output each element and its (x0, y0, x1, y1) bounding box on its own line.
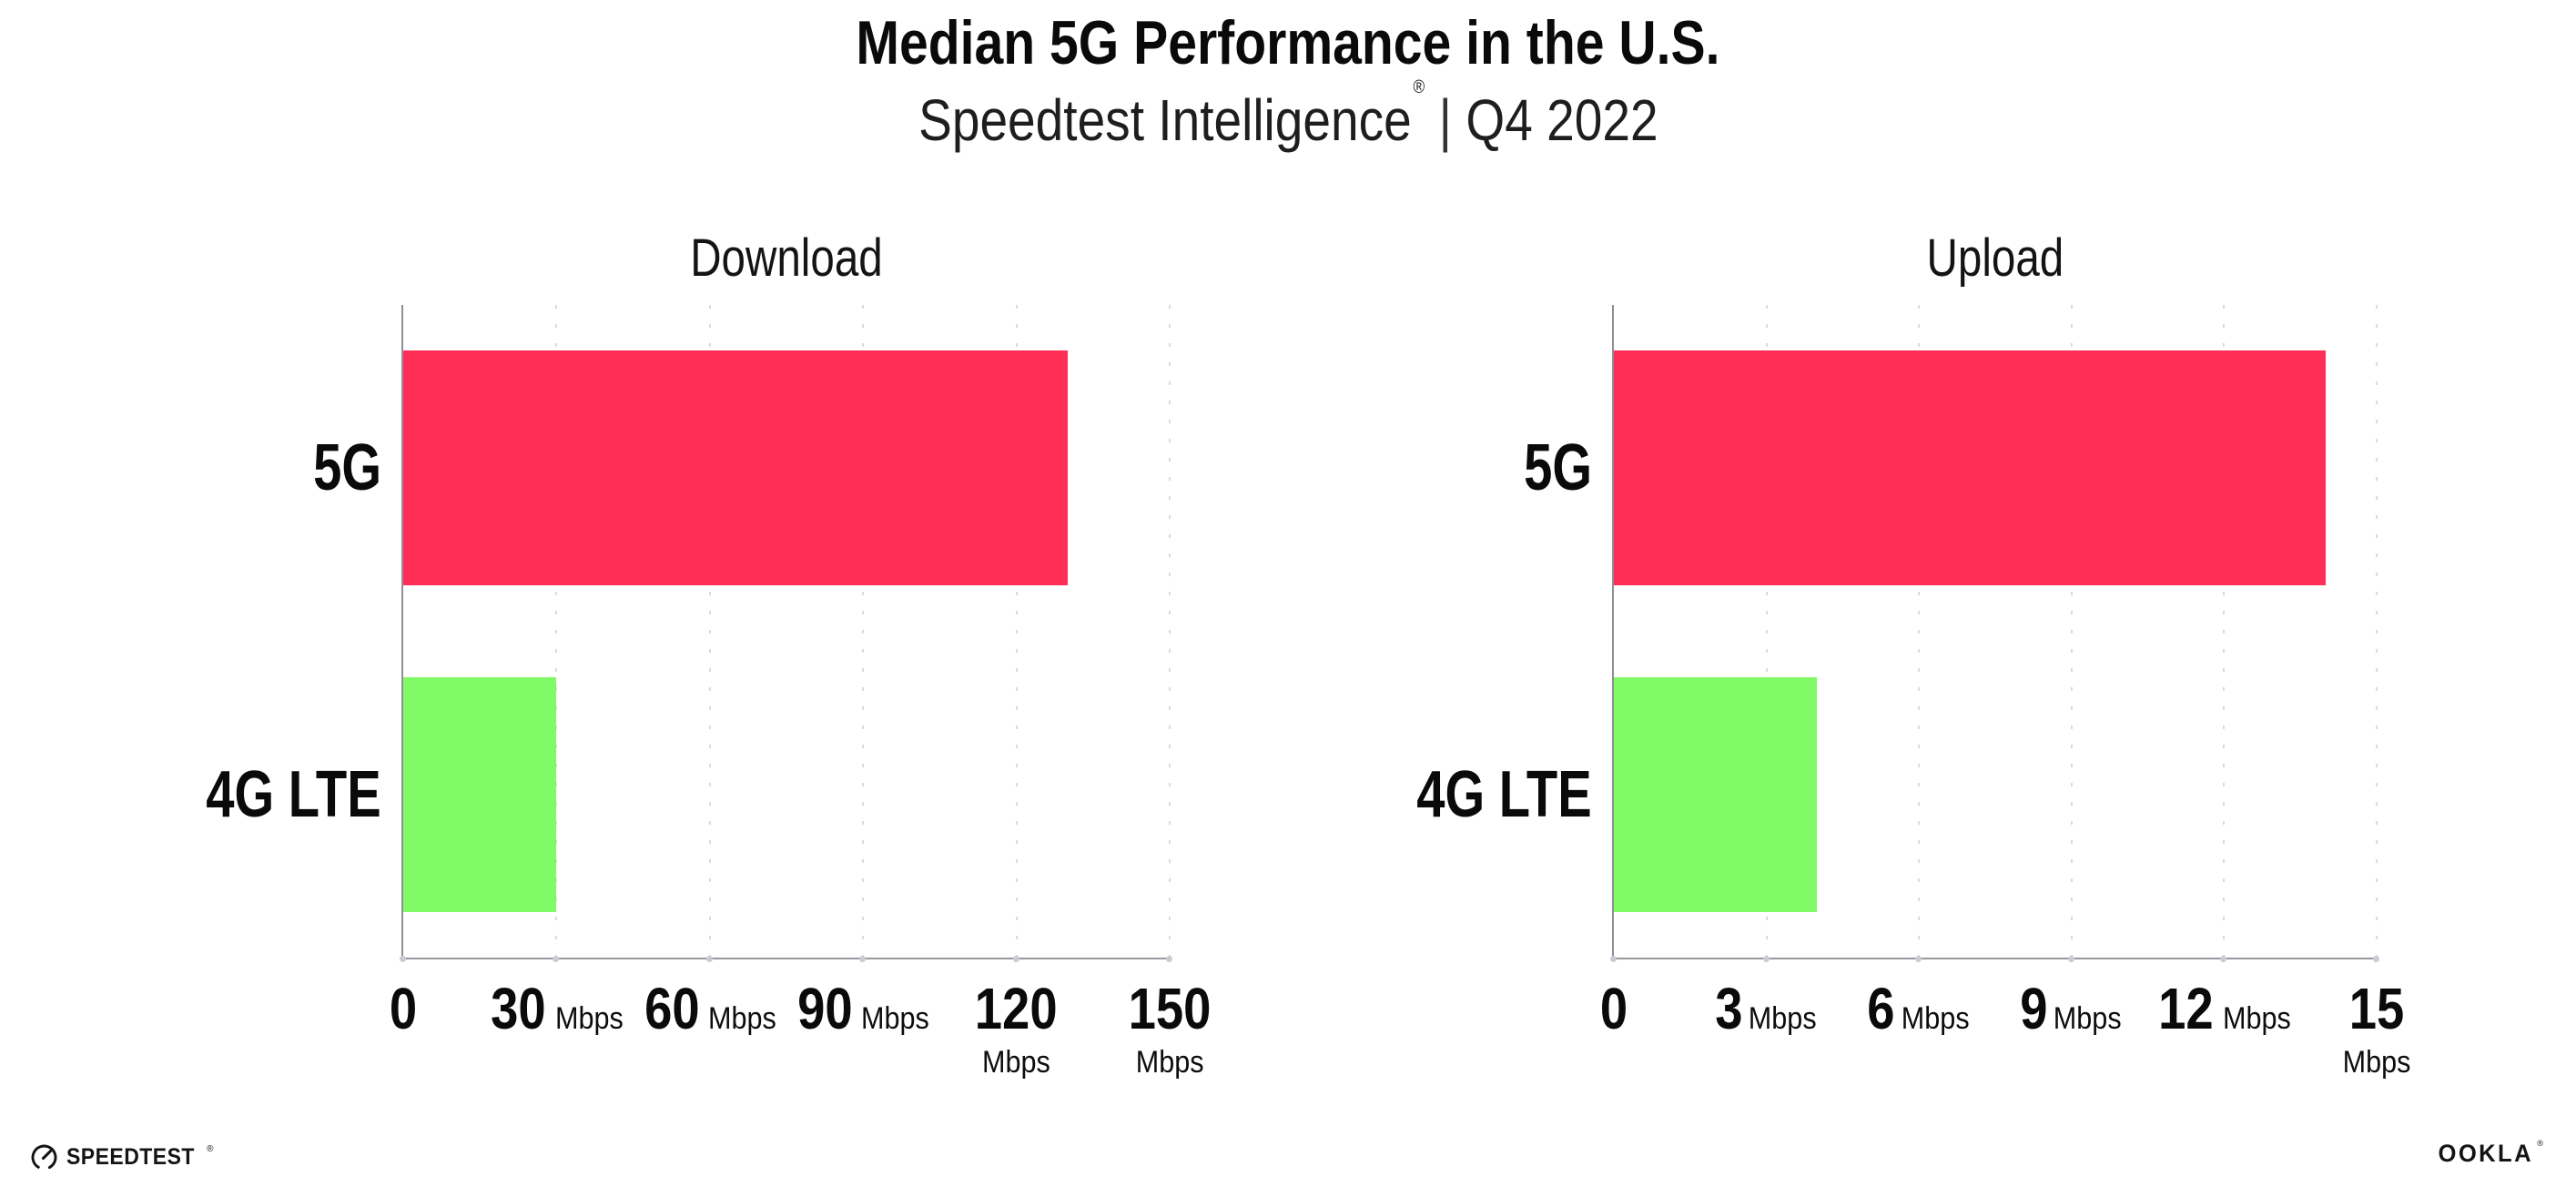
x-tick-0: 0 (1597, 979, 1630, 1038)
x-tick-3: 3 Mbps (1712, 979, 1820, 1038)
gridline-30 (555, 305, 558, 958)
bar-4g-lte-upload (1614, 676, 1818, 912)
x-tick-value: 6 (1867, 976, 1895, 1041)
x-tick-value: 3 (1714, 976, 1743, 1041)
axis-tick-dot-9 (2067, 956, 2074, 962)
gridline-9 (2070, 305, 2073, 958)
gridline-120 (1015, 305, 1018, 958)
axis-tick-dot-90 (859, 956, 867, 962)
gridline-90 (862, 305, 865, 958)
bar-5g-download (403, 350, 1068, 586)
gridline-15 (2376, 305, 2378, 958)
page-title: Median 5G Performance in the U.S. (0, 7, 2576, 78)
gridline-60 (708, 305, 711, 958)
page-title-text: Median 5G Performance in the U.S. (856, 8, 1720, 77)
x-tick-unit: Mbps (982, 1045, 1050, 1080)
x-tick-150: 150 Mbps (1121, 979, 1219, 1078)
ookla-registered-mark-icon: ® (2537, 1138, 2543, 1148)
download-chart: Download 0 30 Mbps 60 Mbps 90 Mbps 120Mbps 150Mb… (207, 228, 1212, 1078)
bar-4g-lte-download (403, 676, 557, 912)
x-tick-value: 9 (2020, 976, 2048, 1041)
x-tick-value: 90 (797, 976, 853, 1041)
ookla-logo: OOKLA ® (2433, 1138, 2543, 1168)
x-tick-value: 120 (975, 976, 1058, 1041)
gridline-3 (1765, 305, 1768, 958)
subtitle-period: Q4 2022 (1465, 87, 1658, 153)
axis-tick-dot-15 (2373, 956, 2379, 962)
x-axis (1612, 958, 2377, 959)
x-tick-15: 15 Mbps (2338, 979, 2414, 1078)
category-label-5g: 5G (1524, 431, 1592, 505)
axis-tick-dot-120 (1012, 956, 1019, 962)
ookla-wordmark: OOKLA (2438, 1140, 2533, 1167)
axis-tick-dot-60 (705, 956, 713, 962)
upload-chart-title-text: Upload (1926, 228, 2064, 288)
page-subtitle: Speedtest Intelligence® | Q4 2022 (0, 77, 2576, 155)
x-tick-unit: Mbps (1748, 1001, 1817, 1036)
x-tick-value: 15 (2348, 976, 2405, 1041)
x-tick-90: 90 Mbps (793, 979, 933, 1038)
x-tick-unit: Mbps (2054, 1001, 2123, 1036)
subtitle-brand: Speedtest Intelligence (918, 87, 1412, 153)
x-tick-unit: Mbps (554, 1001, 624, 1036)
download-plot-area: 0 30 Mbps 60 Mbps 90 Mbps 120Mbps 150Mbps 5G 4G LT… (207, 305, 1211, 1078)
x-tick-unit: Mbps (1135, 1045, 1204, 1080)
x-tick-unit: Mbps (2222, 1001, 2291, 1036)
x-tick-unit: Mbps (2342, 1045, 2411, 1080)
subtitle-separator: | (1438, 87, 1452, 153)
x-tick-value: 0 (389, 976, 418, 1041)
x-axis (401, 958, 1170, 959)
category-label-4g-lte: 4G LTE (1416, 757, 1592, 831)
download-chart-title-text: Download (690, 228, 883, 288)
x-tick-unit: Mbps (1901, 1001, 1970, 1036)
speedtest-registered-mark-icon: ® (207, 1144, 214, 1154)
download-chart-title: Download (403, 228, 1170, 289)
x-tick-unit: Mbps (861, 1001, 930, 1036)
upload-plot-area: 0 3 Mbps 6 Mbps 9 Mbps 12 Mbps 15Mbps 5G 4G LTE (1417, 305, 2410, 1078)
speedtest-gauge-icon (31, 1144, 57, 1171)
speedtest-logo: SPEEDTEST ® (30, 1143, 214, 1172)
gridline-150 (1169, 305, 1171, 958)
axis-tick-dot-0 (1610, 956, 1617, 962)
gridline-6 (1918, 305, 1921, 958)
x-tick-value: 30 (491, 976, 547, 1041)
x-tick-value: 150 (1128, 976, 1212, 1041)
axis-tick-dot-30 (553, 956, 560, 962)
upload-chart: Upload 0 3 Mbps 6 Mbps 9 Mbps 12 Mbps 15Mbps 5G 4G … (1417, 228, 2411, 1078)
y-axis (401, 305, 403, 959)
x-tick-value: 0 (1599, 976, 1628, 1041)
category-label-4g-lte: 4G LTE (206, 757, 381, 831)
x-tick-0: 0 (387, 979, 420, 1038)
x-tick-12: 12 Mbps (2154, 979, 2294, 1038)
speedtest-wordmark: SPEEDTEST (66, 1144, 195, 1170)
axis-tick-dot-3 (1762, 956, 1770, 962)
bar-5g-upload (1614, 350, 2327, 586)
category-label-5g: 5G (313, 431, 381, 505)
axis-tick-dot-6 (1915, 956, 1922, 962)
x-tick-9: 9 Mbps (2017, 979, 2125, 1038)
axis-tick-dot-12 (2220, 956, 2227, 962)
upload-chart-title: Upload (1614, 228, 2377, 289)
y-axis (1612, 305, 1614, 959)
axis-tick-dot-0 (400, 956, 406, 962)
x-tick-value: 12 (2158, 976, 2215, 1041)
x-tick-unit: Mbps (707, 1001, 776, 1036)
x-tick-30: 30 Mbps (486, 979, 626, 1038)
x-tick-120: 120 Mbps (939, 979, 1092, 1078)
x-tick-60: 60 Mbps (640, 979, 780, 1038)
axis-tick-dot-150 (1166, 956, 1172, 962)
x-tick-6: 6 Mbps (1865, 979, 1973, 1038)
registered-mark-icon: ® (1413, 76, 1425, 97)
gridline-12 (2223, 305, 2226, 958)
x-tick-value: 60 (644, 976, 700, 1041)
